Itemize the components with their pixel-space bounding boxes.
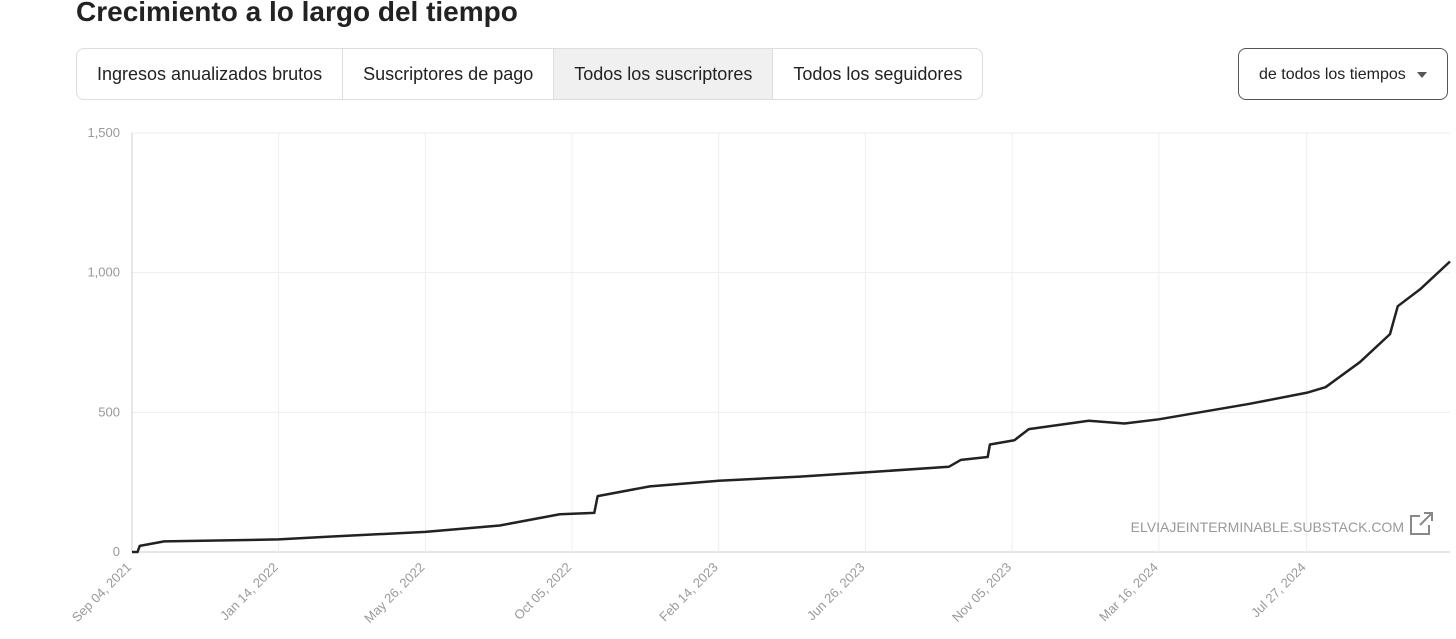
y-tick-label: 500 (98, 404, 120, 419)
x-tick-label: Jan 14, 2022 (217, 560, 281, 624)
x-tick-label: Jul 27, 2024 (1248, 560, 1309, 621)
page-title: Crecimiento a lo largo del tiempo (76, 0, 518, 27)
watermark: ELVIAJEINTERMINABLE.SUBSTACK.COM (1131, 519, 1404, 535)
icon-arrow (1419, 512, 1433, 526)
tab[interactable]: Suscriptores de pago (343, 49, 555, 99)
x-tick-label: Jun 26, 2023 (804, 560, 868, 624)
y-tick-label: 1,000 (87, 265, 120, 280)
tab-bar: Ingresos anualizados brutos Suscriptores … (76, 48, 984, 100)
external-link-icon (1410, 512, 1433, 535)
tab[interactable]: Todos los suscriptores (554, 49, 774, 99)
x-tick-label: Nov 05, 2023 (949, 560, 1014, 625)
x-tick-label: Feb 14, 2023 (656, 560, 721, 625)
series-line (132, 260, 1451, 554)
time-range-dropdown[interactable]: de todos los tiempos (1238, 48, 1448, 100)
tab[interactable]: Ingresos anualizados brutos (77, 49, 344, 99)
x-tick-label: May 26, 2022 (361, 560, 427, 626)
tab[interactable]: Todos los seguidores (793, 64, 963, 84)
icon-box (1410, 515, 1430, 535)
y-tick-label: 1,500 (87, 125, 120, 140)
x-tick-label: Oct 05, 2022 (511, 560, 574, 623)
x-tick-label: Mar 16, 2024 (1096, 560, 1161, 625)
y-tick-label: 0 (113, 544, 120, 559)
x-tick-label: Sep 04, 2021 (69, 560, 134, 625)
